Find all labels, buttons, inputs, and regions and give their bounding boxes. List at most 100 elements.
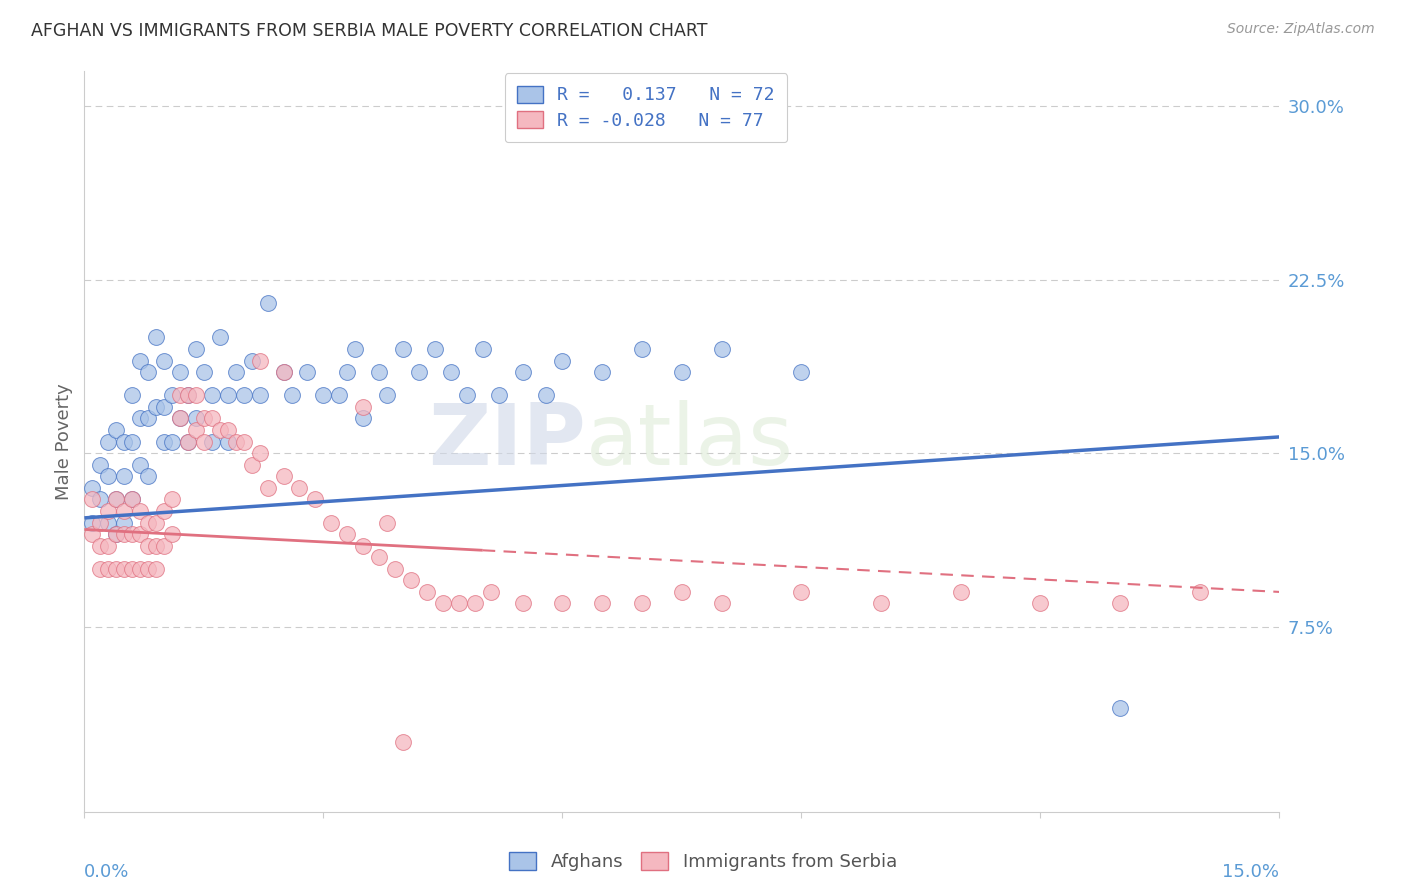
Point (488, 388, 510, 402)
Point (232, 434, 254, 449)
Point (136, 469, 159, 483)
Point (193, 434, 215, 449)
Y-axis label: Male Poverty: Male Poverty (55, 384, 73, 500)
Point (304, 492, 326, 507)
Point (631, 597, 654, 611)
Point (121, 388, 143, 402)
Point (208, 423, 231, 437)
Point (249, 353, 271, 368)
Point (153, 504, 176, 518)
Point (671, 585, 693, 599)
Point (112, 516, 135, 530)
Point (169, 411, 191, 425)
Point (89, 562, 111, 576)
Legend: R =   0.137   N = 72, R = -0.028   N = 77: R = 0.137 N = 72, R = -0.028 N = 77 (505, 73, 787, 142)
Point (591, 597, 613, 611)
Point (399, 574, 422, 588)
Legend: Afghans, Immigrants from Serbia: Afghans, Immigrants from Serbia (502, 846, 904, 879)
Point (105, 492, 128, 507)
Point (384, 562, 406, 576)
Point (273, 365, 295, 379)
Point (82, 516, 104, 530)
Point (1029, 597, 1052, 611)
Point (790, 585, 813, 599)
Point (256, 295, 278, 310)
Point (129, 353, 152, 368)
Point (217, 434, 239, 449)
Point (129, 562, 152, 576)
Point (121, 492, 143, 507)
Point (89, 458, 111, 472)
Point (352, 411, 374, 425)
Point (184, 342, 207, 356)
Point (89, 492, 111, 507)
Point (160, 527, 183, 541)
Point (217, 423, 239, 437)
Point (136, 411, 159, 425)
Point (273, 365, 295, 379)
Point (536, 388, 558, 402)
Point (591, 365, 613, 379)
Point (344, 342, 367, 356)
Point (89, 539, 111, 553)
Point (82, 527, 104, 541)
Point (177, 388, 200, 402)
Point (177, 434, 200, 449)
Point (145, 562, 167, 576)
Point (177, 388, 200, 402)
Point (105, 562, 128, 576)
Point (145, 539, 167, 553)
Point (312, 388, 335, 402)
Point (169, 411, 191, 425)
Point (184, 388, 207, 402)
Point (392, 735, 415, 749)
Point (375, 388, 398, 402)
Point (551, 353, 574, 368)
Point (1109, 597, 1132, 611)
Point (368, 550, 391, 565)
Point (129, 504, 152, 518)
Point (297, 365, 319, 379)
Point (447, 597, 470, 611)
Point (160, 388, 183, 402)
Point (368, 365, 391, 379)
Point (201, 388, 224, 402)
Point (432, 597, 454, 611)
Point (416, 585, 439, 599)
Point (169, 388, 191, 402)
Point (464, 597, 486, 611)
Point (105, 423, 128, 437)
Point (631, 342, 654, 356)
Point (352, 539, 374, 553)
Point (129, 411, 152, 425)
Point (240, 353, 263, 368)
Point (145, 400, 167, 414)
Point (551, 597, 574, 611)
Point (82, 481, 104, 495)
Point (97, 516, 120, 530)
Text: ZIP: ZIP (429, 400, 586, 483)
Point (512, 365, 534, 379)
Point (710, 342, 733, 356)
Point (352, 400, 374, 414)
Point (208, 330, 231, 344)
Point (105, 527, 128, 541)
Point (105, 492, 128, 507)
Point (949, 585, 972, 599)
Point (217, 388, 239, 402)
Point (336, 527, 359, 541)
Point (112, 562, 135, 576)
Point (201, 434, 224, 449)
Point (97, 504, 120, 518)
Point (1109, 700, 1132, 714)
Point (288, 481, 311, 495)
Point (321, 516, 343, 530)
Point (112, 434, 135, 449)
Point (177, 434, 200, 449)
Point (479, 585, 502, 599)
Text: AFGHAN VS IMMIGRANTS FROM SERBIA MALE POVERTY CORRELATION CHART: AFGHAN VS IMMIGRANTS FROM SERBIA MALE PO… (31, 22, 707, 40)
Point (512, 597, 534, 611)
Point (153, 400, 176, 414)
Point (225, 365, 247, 379)
Point (129, 458, 152, 472)
